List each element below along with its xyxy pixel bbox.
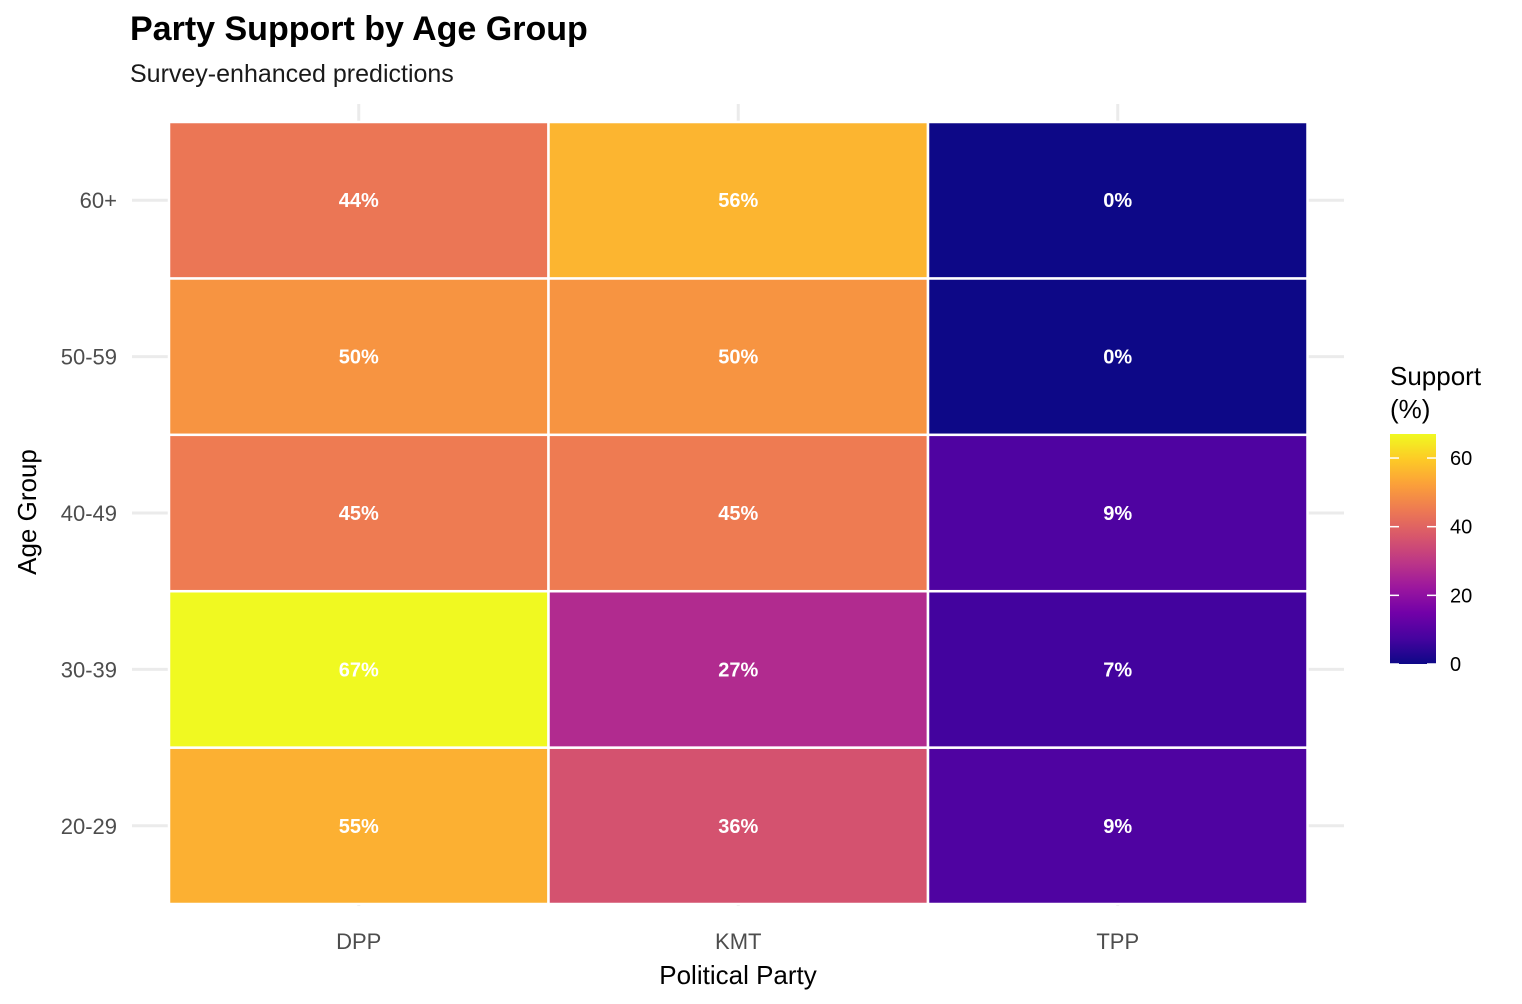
- color-legend: Support (%) 0 20 40 60: [1390, 361, 1482, 676]
- legend-tick-label: 40: [1450, 517, 1472, 539]
- cell-labels: 55% 36% 9% 67% 27% 7% 45% 45% 9% 50% 50% 0% 44% 56% 0%: [339, 190, 1133, 838]
- cell-value-label: 50%: [718, 347, 758, 369]
- heatmap-cell: [926, 277, 1309, 437]
- cell-value-label: 9%: [1103, 816, 1132, 838]
- heatmap-cell: [926, 120, 1309, 280]
- cell-value-label: 27%: [718, 659, 758, 681]
- legend-title-line-1: Support: [1390, 361, 1482, 391]
- heatmap-cell: [167, 433, 550, 593]
- cell-value-label: 67%: [339, 659, 379, 681]
- cell-value-label: 9%: [1103, 503, 1132, 525]
- heatmap-cells: [167, 120, 1309, 906]
- cell-value-label: 56%: [718, 190, 758, 212]
- x-tick-label: TPP: [1096, 929, 1139, 954]
- x-tick-label: DPP: [336, 929, 381, 954]
- heatmap-cell: [926, 589, 1309, 749]
- chart-title: Party Support by Age Group: [130, 10, 588, 48]
- heatmap-cell: [167, 120, 550, 280]
- x-tick-label: KMT: [715, 929, 761, 954]
- y-tick-label: 50-59: [61, 345, 117, 370]
- y-tick-label: 30-39: [61, 657, 117, 682]
- legend-tick-label: 0: [1450, 654, 1461, 676]
- x-axis-title: Political Party: [659, 960, 817, 990]
- legend-colorbar: [1390, 434, 1436, 664]
- cell-value-label: 50%: [339, 347, 379, 369]
- cell-value-label: 0%: [1103, 347, 1132, 369]
- chart-subtitle: Survey-enhanced predictions: [130, 60, 454, 88]
- heatmap-cell: [547, 433, 930, 593]
- cell-value-label: 7%: [1103, 659, 1132, 681]
- heatmap-cell: [547, 589, 930, 749]
- heatmap-cell: [926, 433, 1309, 593]
- y-axis-title: Age Group: [12, 449, 42, 575]
- y-tick-label: 40-49: [61, 501, 117, 526]
- cell-value-label: 55%: [339, 816, 379, 838]
- heatmap-cell: [926, 746, 1309, 906]
- y-tick-label: 20-29: [61, 814, 117, 839]
- cell-value-label: 36%: [718, 816, 758, 838]
- legend-title-line-2: (%): [1390, 394, 1430, 424]
- cell-value-label: 45%: [718, 503, 758, 525]
- legend-tick-label: 60: [1450, 448, 1472, 470]
- axes: Political Party Age Group DPP KMT TPP 20-29…: [12, 188, 1139, 990]
- heatmap-cell: [547, 120, 930, 280]
- cell-value-label: 0%: [1103, 190, 1132, 212]
- cell-value-label: 45%: [339, 503, 379, 525]
- heatmap-cell: [547, 277, 930, 437]
- cell-value-label: 44%: [339, 190, 379, 212]
- y-tick-label: 60+: [80, 188, 117, 213]
- legend-tick-label: 20: [1450, 585, 1472, 607]
- heatmap-cell: [167, 277, 550, 437]
